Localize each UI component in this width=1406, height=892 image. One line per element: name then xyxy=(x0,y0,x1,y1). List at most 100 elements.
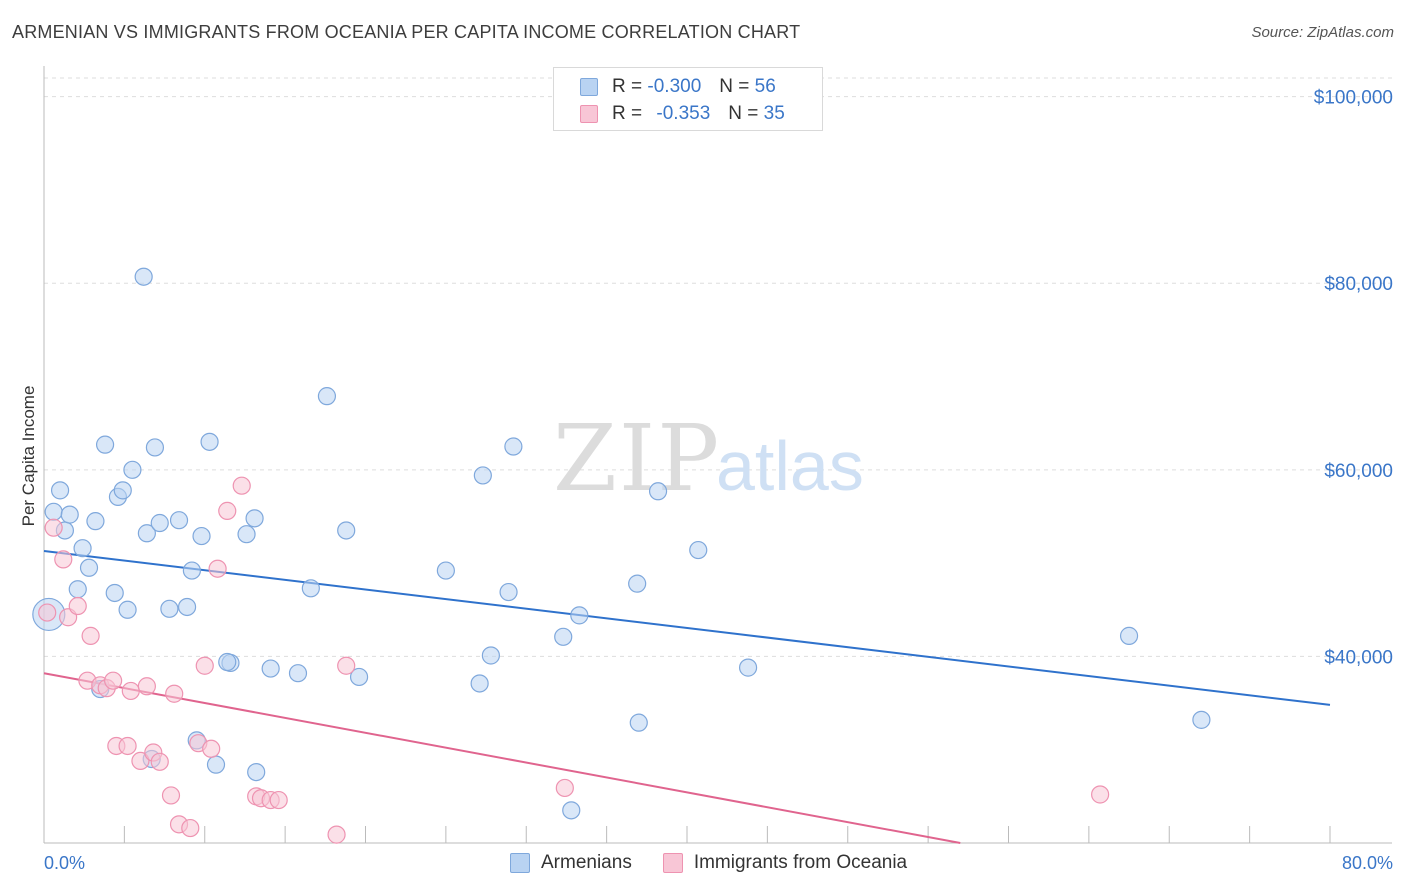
watermark: ZIP atlas xyxy=(553,405,864,512)
legend-n-label: N = xyxy=(719,76,750,97)
oceania-point xyxy=(181,818,200,838)
x-tick-labels: 0.0% 80.0% xyxy=(44,853,1393,873)
watermark-atlas: atlas xyxy=(716,427,864,505)
armenians-point xyxy=(570,606,589,625)
legend-r-value: -0.300 xyxy=(647,76,702,97)
y-tick-label: $60,000 xyxy=(1324,461,1393,482)
armenians-point xyxy=(317,387,337,406)
oceania-point xyxy=(68,596,87,616)
armenians-point xyxy=(337,521,356,540)
armenians-point xyxy=(118,600,137,619)
oceania-point xyxy=(131,751,150,771)
legend-r-value: -0.353 xyxy=(656,103,711,124)
armenians-point xyxy=(481,646,500,665)
legend-r-label: R = xyxy=(612,76,643,97)
y-tick-label: $40,000 xyxy=(1324,647,1393,668)
armenians-point xyxy=(648,482,668,501)
armenians-point xyxy=(86,512,105,531)
armenians-point xyxy=(137,524,156,543)
armenians-point xyxy=(1192,710,1211,729)
x-tick-label: 0.0% xyxy=(44,853,85,873)
armenians-point xyxy=(689,540,708,560)
armenians-point xyxy=(504,437,523,456)
armenians-trend-line xyxy=(43,550,1331,706)
series-swatch-armenians xyxy=(510,853,530,873)
y-tick-label: $80,000 xyxy=(1324,274,1393,295)
oceania-point xyxy=(232,476,251,495)
oceania-point xyxy=(118,736,137,756)
oceania-point xyxy=(269,790,288,810)
oceania-point xyxy=(202,739,221,758)
legend-n-value: 56 xyxy=(754,76,776,97)
armenians-point xyxy=(436,561,455,580)
armenians-point xyxy=(150,513,169,533)
oceania-point xyxy=(54,550,73,569)
oceania-point xyxy=(208,559,227,578)
armenians-point xyxy=(192,526,211,546)
series-label-oceania: Immigrants from Oceania xyxy=(693,852,908,873)
armenians-point xyxy=(206,755,226,774)
armenians-point xyxy=(218,652,237,672)
armenians-point xyxy=(247,762,266,782)
legend-row-armenians: R = -0.300 N = 56 xyxy=(580,75,776,99)
oceania-point xyxy=(165,684,184,703)
chart-title: ARMENIAN VS IMMIGRANTS FROM OCEANIA PER … xyxy=(12,22,801,42)
legend-swatch-pink xyxy=(580,105,598,123)
oceania-points xyxy=(38,476,1110,844)
armenians-point xyxy=(169,511,189,530)
armenians-point xyxy=(95,435,115,454)
armenians-point xyxy=(473,466,492,485)
armenians-point xyxy=(105,583,124,603)
grid-lines xyxy=(44,77,1392,657)
armenians-point xyxy=(629,713,648,732)
oceania-point xyxy=(218,501,237,520)
oceania-point xyxy=(137,677,156,696)
armenians-point xyxy=(245,509,264,528)
armenians-point xyxy=(177,597,197,617)
series-label-armenians: Armenians xyxy=(541,852,632,873)
series-swatch-oceania xyxy=(662,853,683,873)
armenians-point xyxy=(349,667,369,687)
trend-lines xyxy=(43,550,1331,844)
armenians-point xyxy=(44,502,63,521)
armenians-point xyxy=(123,460,142,479)
oceania-point xyxy=(327,825,346,844)
armenians-point xyxy=(628,574,647,593)
armenians-point xyxy=(79,558,99,577)
armenians-point xyxy=(470,674,489,693)
armenians-point xyxy=(200,432,219,451)
oceania-point xyxy=(104,671,123,690)
oceania-point xyxy=(195,656,214,675)
oceania-point xyxy=(1091,785,1110,804)
oceania-point xyxy=(38,603,57,622)
armenians-point xyxy=(50,481,70,500)
oceania-trend-line xyxy=(43,672,961,844)
oceania-point xyxy=(81,626,100,645)
oceania-point xyxy=(121,681,140,701)
armenians-point xyxy=(261,659,280,678)
armenians-point xyxy=(73,539,92,558)
armenians-point xyxy=(145,438,165,457)
legend-row-oceania: R = -0.353 N = 35 xyxy=(580,102,785,126)
armenians-point xyxy=(301,579,320,598)
armenians-point xyxy=(738,658,758,677)
armenians-point xyxy=(182,561,201,580)
armenians-point xyxy=(1119,626,1139,645)
source-label: Source: ZipAtlas.com xyxy=(1251,24,1394,41)
watermark-zip: ZIP xyxy=(553,405,721,512)
oceania-point xyxy=(555,778,574,798)
armenians-point xyxy=(288,664,308,683)
axes xyxy=(43,66,1392,844)
armenians-point xyxy=(134,267,153,286)
oceania-point xyxy=(161,786,181,805)
armenians-point xyxy=(113,481,132,500)
oceania-point xyxy=(337,656,356,675)
legend-n-label: N = xyxy=(728,103,759,124)
correlation-legend: R = -0.300 N = 56 R = -0.353 N = 35 xyxy=(553,67,823,131)
armenians-point xyxy=(160,599,179,618)
legend-n-value: 35 xyxy=(763,103,785,124)
oceania-point xyxy=(44,518,63,537)
x-tick-label: 80.0% xyxy=(1342,853,1393,873)
armenians-points xyxy=(32,267,1211,820)
